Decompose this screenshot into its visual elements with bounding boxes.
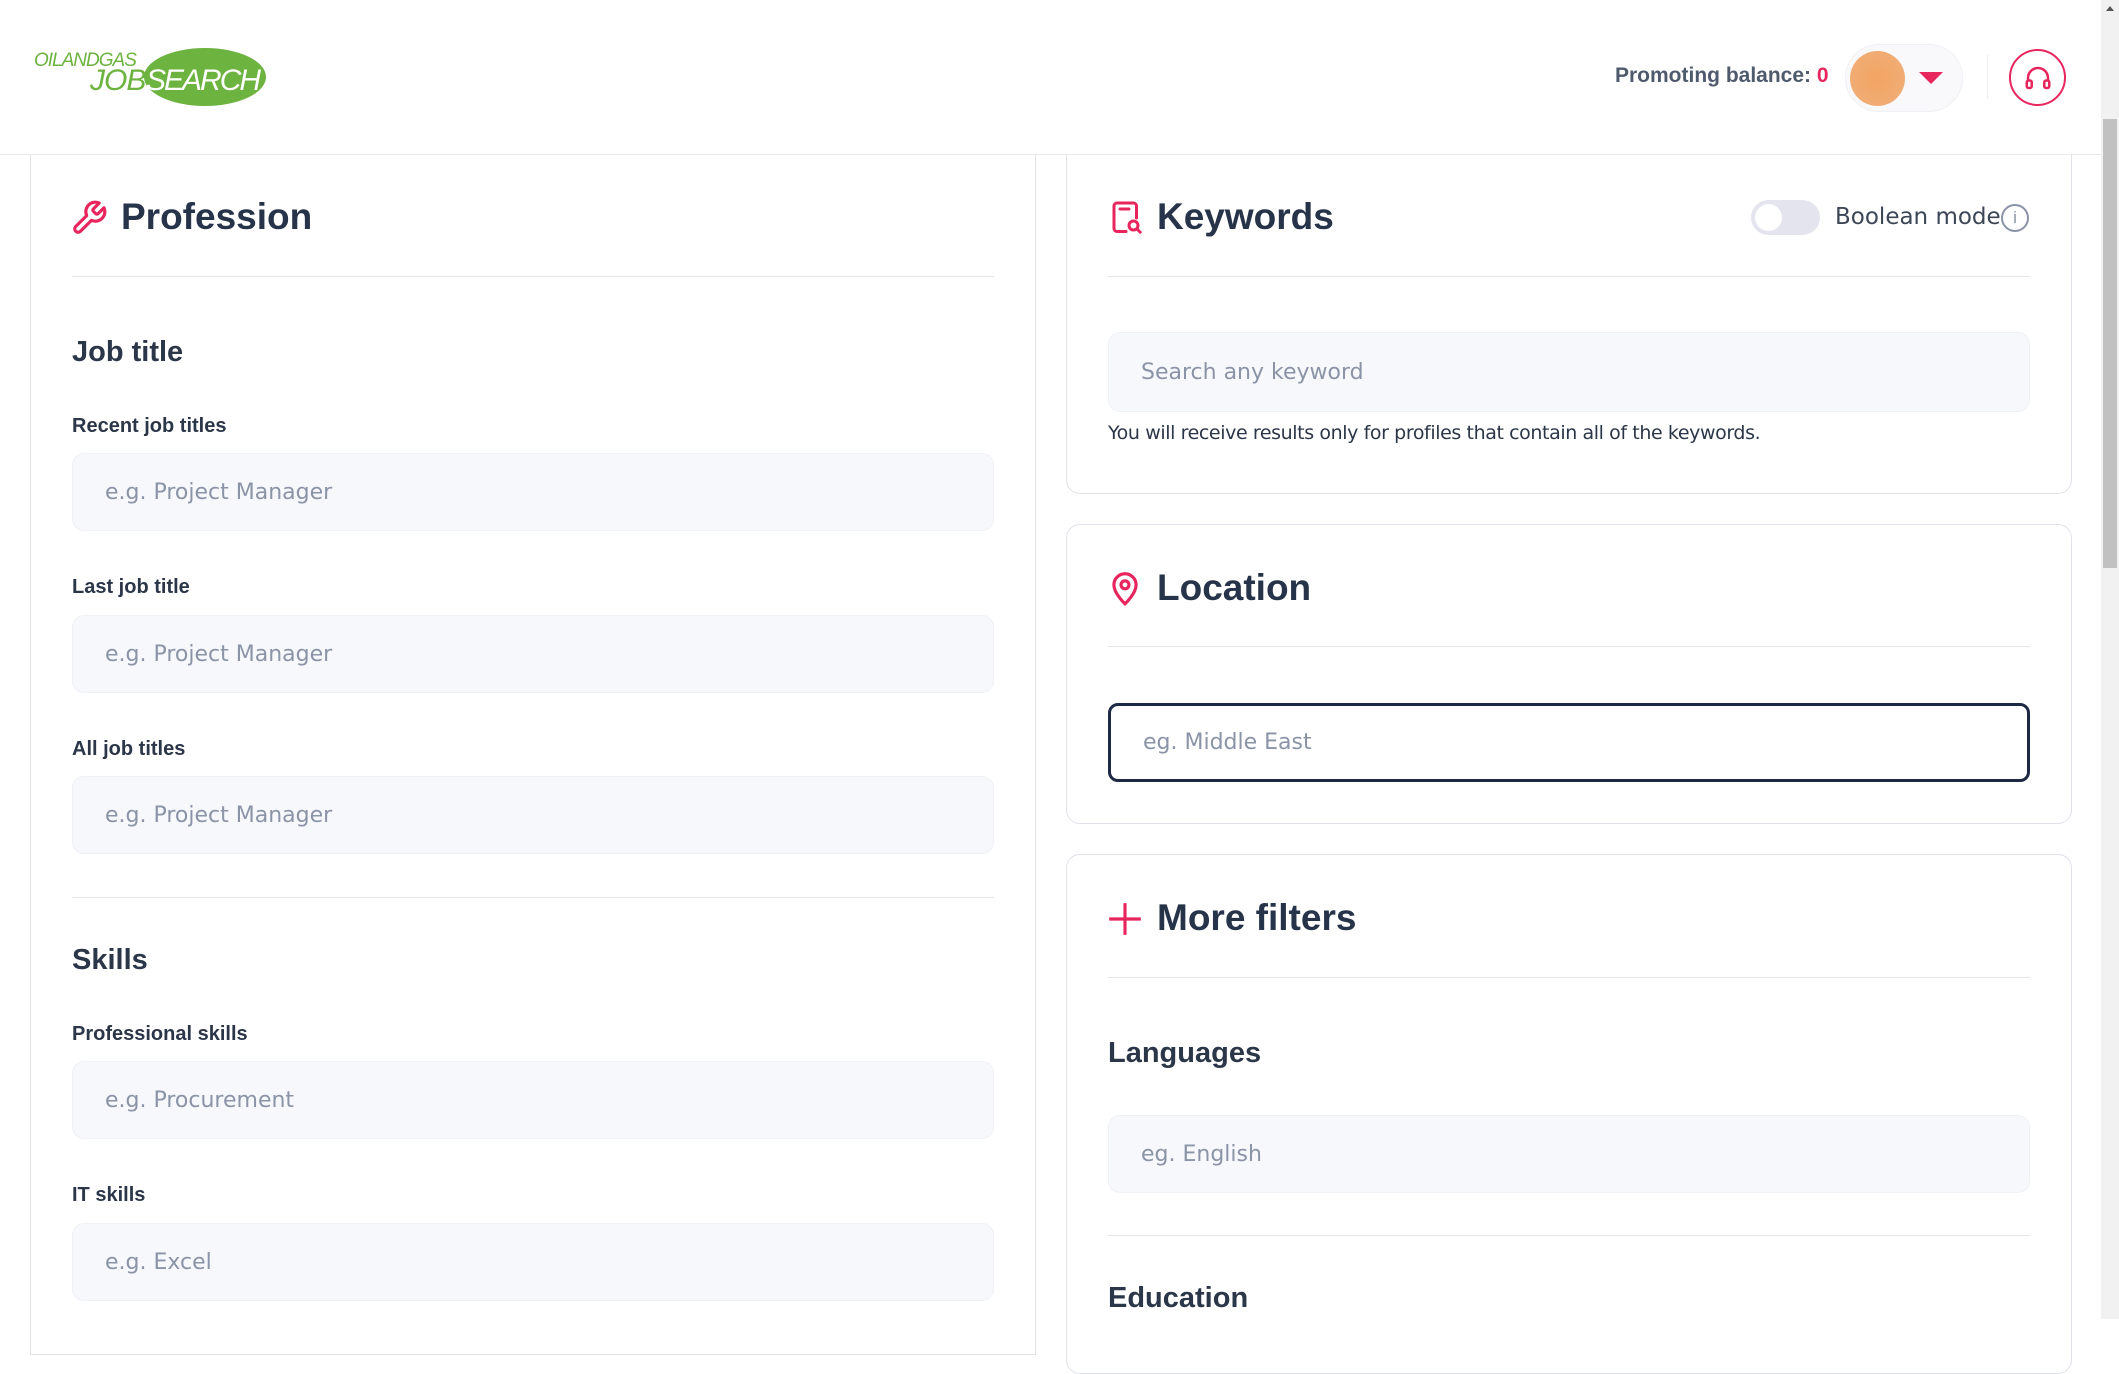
divider <box>1108 977 2030 978</box>
scrollbar[interactable] <box>2101 0 2119 1319</box>
headset-icon <box>2025 66 2050 89</box>
plus-icon <box>1109 903 1141 935</box>
job-title-heading: Job title <box>72 336 184 368</box>
logo-text: SEARCH <box>146 64 261 97</box>
divider <box>1108 276 2030 277</box>
languages-input[interactable]: eg. English <box>1108 1115 2030 1193</box>
chevron-down-icon <box>1919 72 1943 84</box>
info-icon[interactable]: i <box>2001 204 2029 232</box>
all-job-titles-label: All job titles <box>72 738 186 760</box>
top-header: OILANDGAS JOB SEARCH Promoting balance: … <box>0 0 2101 155</box>
last-job-title-label: Last job title <box>72 576 190 598</box>
more-filters-card <box>1066 854 2072 1374</box>
divider <box>1108 646 2030 647</box>
location-input[interactable]: eg. Middle East <box>1108 703 2030 782</box>
recent-job-titles-input[interactable]: e.g. Project Manager <box>72 453 994 531</box>
boolean-mode-toggle[interactable] <box>1751 200 1820 235</box>
languages-heading: Languages <box>1108 1037 1262 1069</box>
support-button[interactable] <box>2009 49 2066 106</box>
location-title: Location <box>1157 567 1312 608</box>
it-skills-input[interactable]: e.g. Excel <box>72 1223 994 1301</box>
divider <box>72 276 994 277</box>
promoting-balance-label: Promoting balance: <box>1615 64 1812 87</box>
keywords-title: Keywords <box>1157 196 1334 237</box>
keyword-search-input[interactable]: Search any keyword <box>1108 332 2030 412</box>
promoting-balance-value: 0 <box>1816 64 1829 87</box>
recent-job-titles-label: Recent job titles <box>72 415 227 437</box>
logo[interactable]: OILANDGAS JOB SEARCH <box>34 48 266 108</box>
divider <box>72 897 994 898</box>
scrollbar-thumb[interactable] <box>2103 119 2117 568</box>
professional-skills-label: Professional skills <box>72 1023 248 1045</box>
promoting-balance: Promoting balance: 0 <box>1615 64 1829 88</box>
logo-text: OILANDGAS <box>34 50 137 71</box>
divider <box>1108 1235 2030 1236</box>
keywords-card <box>1066 155 2072 494</box>
scroll-up-arrow[interactable] <box>2106 6 2114 11</box>
skills-heading: Skills <box>72 944 148 976</box>
map-pin-icon <box>1112 572 1138 606</box>
document-search-icon <box>1112 201 1142 234</box>
last-job-title-input[interactable]: e.g. Project Manager <box>72 615 994 693</box>
professional-skills-input[interactable]: e.g. Procurement <box>72 1061 994 1139</box>
keywords-helper-text: You will receive results only for profil… <box>1108 422 1761 444</box>
more-filters-title[interactable]: More filters <box>1157 897 1357 938</box>
wrench-icon <box>73 200 107 234</box>
it-skills-label: IT skills <box>72 1184 146 1206</box>
header-divider <box>1987 55 1988 99</box>
profession-title: Profession <box>121 196 313 237</box>
account-menu-button[interactable] <box>1845 44 1963 112</box>
all-job-titles-input[interactable]: e.g. Project Manager <box>72 776 994 854</box>
logo-text: JOB <box>90 64 146 97</box>
avatar <box>1850 51 1905 106</box>
boolean-mode-label: Boolean mode <box>1835 204 2001 230</box>
education-heading: Education <box>1108 1282 1249 1314</box>
